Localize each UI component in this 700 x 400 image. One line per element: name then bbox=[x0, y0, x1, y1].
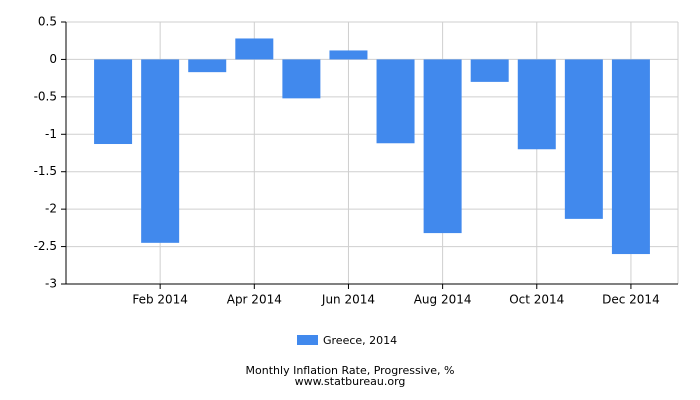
x-tick-label: Jun 2014 bbox=[321, 293, 375, 307]
bar bbox=[564, 59, 603, 219]
bar bbox=[141, 59, 180, 243]
y-tick-label: -2 bbox=[45, 202, 57, 216]
y-tick-label: -3 bbox=[45, 277, 57, 291]
bar bbox=[611, 59, 650, 255]
chart-title: Monthly Inflation Rate, Progressive, % bbox=[246, 364, 455, 377]
y-tick-label: -2.5 bbox=[34, 239, 57, 253]
legend-swatch bbox=[297, 335, 318, 345]
x-tick-label: Apr 2014 bbox=[227, 293, 282, 307]
x-tick-label: Feb 2014 bbox=[132, 293, 188, 307]
bar bbox=[470, 59, 509, 82]
bar bbox=[282, 59, 321, 99]
y-tick-label: -0.5 bbox=[34, 89, 57, 103]
bar bbox=[188, 59, 227, 73]
bar bbox=[376, 59, 415, 144]
legend-label: Greece, 2014 bbox=[323, 334, 397, 347]
x-tick-label: Aug 2014 bbox=[414, 293, 472, 307]
y-tick-label: 0.5 bbox=[38, 15, 57, 29]
bar bbox=[423, 59, 462, 234]
x-tick-label: Dec 2014 bbox=[602, 293, 660, 307]
bar bbox=[235, 38, 274, 60]
y-tick-label: -1.5 bbox=[34, 164, 57, 178]
bar bbox=[517, 59, 556, 150]
bar bbox=[329, 50, 368, 60]
chart-source: www.statbureau.org bbox=[295, 375, 406, 388]
bar bbox=[94, 59, 133, 145]
x-tick-label: Oct 2014 bbox=[509, 293, 564, 307]
y-tick-label: 0 bbox=[49, 52, 57, 66]
y-tick-label: -1 bbox=[45, 127, 57, 141]
